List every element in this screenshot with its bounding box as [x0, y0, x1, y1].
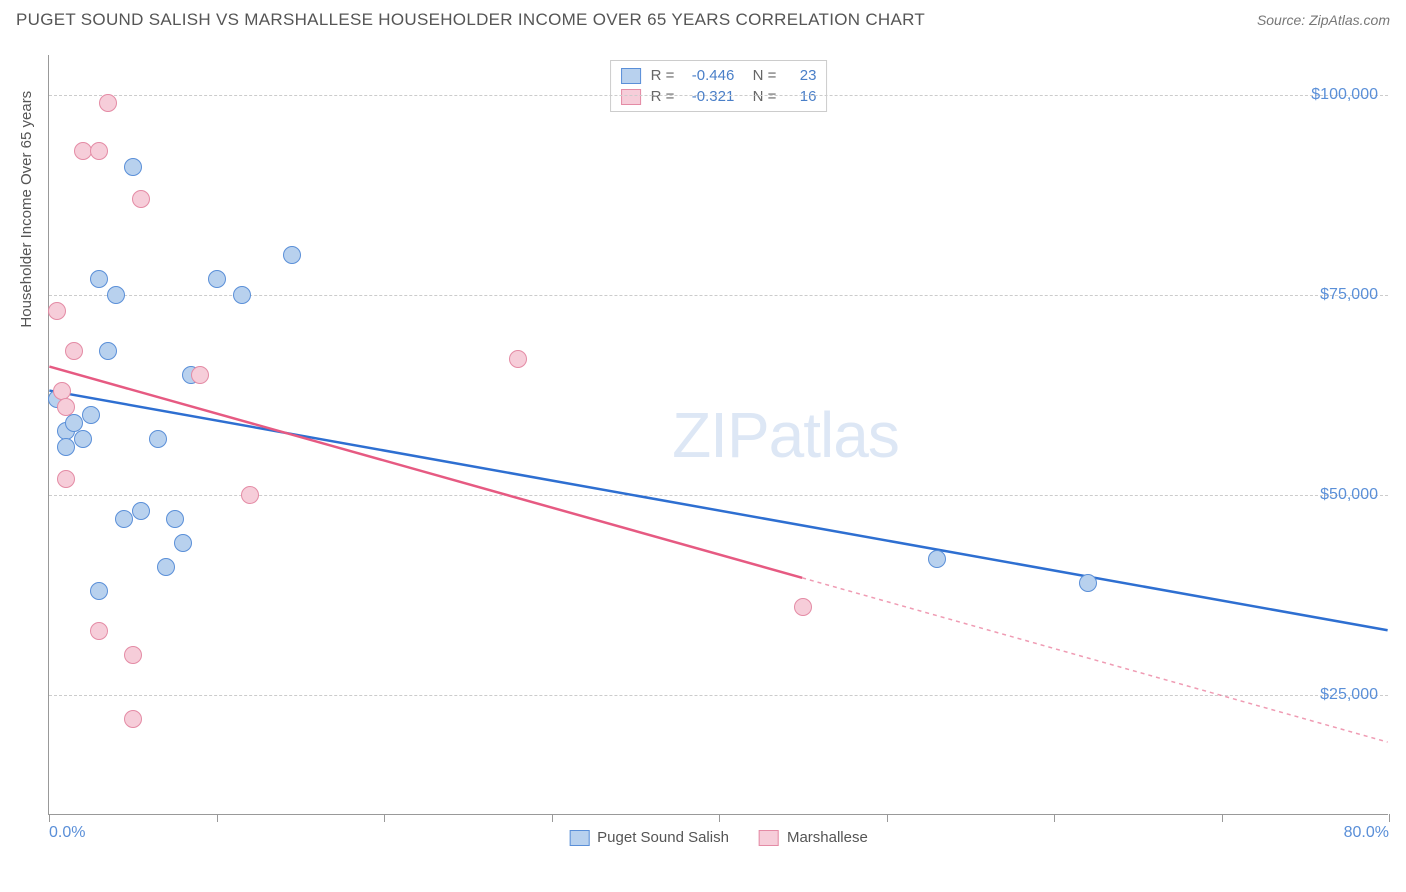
x-tick-mark [1222, 814, 1223, 822]
scatter-point [174, 534, 192, 552]
scatter-point [241, 486, 259, 504]
stat-n-value: 23 [786, 67, 816, 84]
scatter-point [132, 190, 150, 208]
scatter-point [74, 430, 92, 448]
scatter-point [82, 406, 100, 424]
x-tick-mark [49, 814, 50, 822]
y-tick-label: $100,000 [1311, 86, 1378, 104]
gridline-horizontal [49, 695, 1388, 696]
scatter-point [57, 398, 75, 416]
stat-r-value: -0.446 [684, 67, 734, 84]
gridline-horizontal [49, 95, 1388, 96]
scatter-point [208, 270, 226, 288]
scatter-point [124, 646, 142, 664]
chart-header: PUGET SOUND SALISH VS MARSHALLESE HOUSEH… [0, 0, 1406, 40]
stat-r-value: -0.321 [684, 88, 734, 105]
series-name: Marshallese [787, 829, 868, 846]
legend-swatch [759, 830, 779, 846]
legend-swatch [569, 830, 589, 846]
scatter-point [90, 622, 108, 640]
stat-n-label: N = [744, 88, 776, 105]
scatter-point [90, 582, 108, 600]
scatter-point [53, 382, 71, 400]
scatter-point [794, 598, 812, 616]
series-legend-item: Marshallese [759, 829, 868, 846]
scatter-point [928, 550, 946, 568]
x-tick-mark [217, 814, 218, 822]
stats-legend: R = -0.446 N = 23 R = -0.321 N = 16 [610, 60, 828, 112]
legend-swatch [621, 89, 641, 105]
chart-plot-area: ZIPatlas R =-0.446 N =23R =-0.321 N =16 … [48, 55, 1388, 815]
scatter-point [132, 502, 150, 520]
watermark: ZIPatlas [672, 398, 899, 472]
series-name: Puget Sound Salish [597, 829, 729, 846]
y-tick-label: $50,000 [1320, 486, 1378, 504]
scatter-point [191, 366, 209, 384]
scatter-point [74, 142, 92, 160]
scatter-point [48, 302, 66, 320]
scatter-point [509, 350, 527, 368]
scatter-point [124, 710, 142, 728]
scatter-point [57, 438, 75, 456]
scatter-point [99, 342, 117, 360]
scatter-point [57, 470, 75, 488]
scatter-point [115, 510, 133, 528]
series-legend-item: Puget Sound Salish [569, 829, 729, 846]
x-tick-mark [1054, 814, 1055, 822]
x-tick-mark [719, 814, 720, 822]
x-tick-mark [552, 814, 553, 822]
chart-title: PUGET SOUND SALISH VS MARSHALLESE HOUSEH… [16, 10, 925, 30]
scatter-point [157, 558, 175, 576]
series-legend: Puget Sound Salish Marshallese [569, 829, 868, 846]
scatter-point [90, 142, 108, 160]
x-tick-label-start: 0.0% [49, 824, 85, 842]
legend-swatch [621, 68, 641, 84]
x-tick-label-end: 80.0% [1344, 824, 1389, 842]
source-label: Source: ZipAtlas.com [1257, 12, 1390, 28]
y-tick-label: $25,000 [1320, 686, 1378, 704]
stats-legend-row: R = -0.446 N = 23 [621, 65, 817, 86]
scatter-point [124, 158, 142, 176]
scatter-point [65, 342, 83, 360]
stats-legend-row: R = -0.321 N = 16 [621, 86, 817, 107]
scatter-point [166, 510, 184, 528]
y-axis-label: Householder Income Over 65 years [18, 91, 35, 328]
scatter-point [233, 286, 251, 304]
trend-lines [49, 55, 1388, 814]
scatter-point [149, 430, 167, 448]
scatter-point [107, 286, 125, 304]
stat-n-value: 16 [786, 88, 816, 105]
scatter-point [283, 246, 301, 264]
scatter-point [1079, 574, 1097, 592]
stat-r-label: R = [651, 67, 675, 84]
scatter-point [90, 270, 108, 288]
x-tick-mark [887, 814, 888, 822]
y-tick-label: $75,000 [1320, 286, 1378, 304]
scatter-point [99, 94, 117, 112]
x-tick-mark [384, 814, 385, 822]
stat-r-label: R = [651, 88, 675, 105]
x-tick-mark [1389, 814, 1390, 822]
stat-n-label: N = [744, 67, 776, 84]
